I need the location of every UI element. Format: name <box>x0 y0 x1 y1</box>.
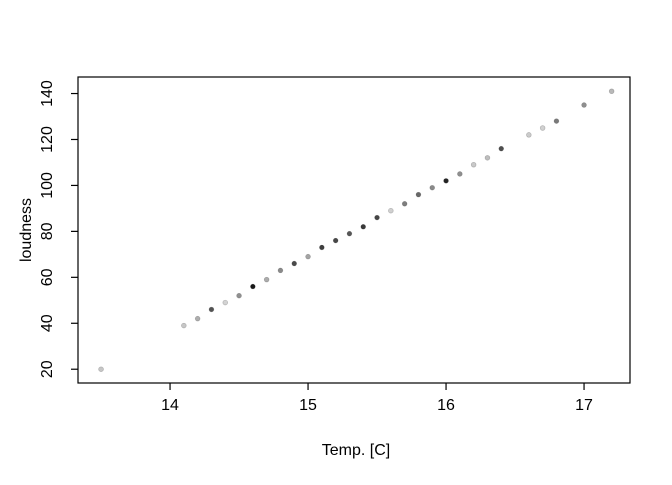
data-point <box>401 201 408 207</box>
data-point <box>443 178 449 184</box>
data-point <box>222 299 228 306</box>
data-point <box>484 155 491 161</box>
x-axis-ticks: 14 15 16 17 <box>161 383 593 414</box>
y-tick-label: 120 <box>39 126 56 153</box>
y-tick-label: 100 <box>39 172 56 199</box>
data-point <box>388 207 394 214</box>
data-point <box>208 306 215 313</box>
x-tick-label: 14 <box>161 397 179 414</box>
data-point <box>415 191 422 198</box>
y-tick-label: 20 <box>39 360 56 378</box>
y-axis-label: loudness <box>18 198 35 262</box>
data-point <box>291 260 297 267</box>
y-tick-label: 140 <box>39 80 56 107</box>
data-point <box>319 244 325 251</box>
data-point <box>236 292 242 299</box>
data-point <box>553 118 560 124</box>
data-points <box>98 88 615 372</box>
data-point <box>581 102 587 108</box>
data-point <box>374 214 380 221</box>
x-axis-label: Temp. [C] <box>322 442 390 459</box>
data-point <box>498 145 504 152</box>
data-point <box>98 366 104 372</box>
y-tick-label: 60 <box>39 268 56 286</box>
data-point <box>305 253 311 260</box>
data-point <box>470 162 477 168</box>
data-point <box>263 276 270 283</box>
data-point <box>526 132 532 138</box>
data-point <box>181 322 187 329</box>
data-point <box>250 283 256 290</box>
data-point <box>608 88 615 94</box>
data-point <box>346 230 353 237</box>
data-point <box>457 171 463 177</box>
y-tick-label: 80 <box>39 222 56 240</box>
data-point <box>360 224 366 230</box>
x-tick-label: 17 <box>575 397 593 414</box>
plot-box <box>77 76 631 384</box>
data-point <box>194 315 201 322</box>
data-point <box>277 267 284 274</box>
y-tick-label: 40 <box>39 314 56 332</box>
data-point <box>539 125 546 131</box>
x-tick-label: 16 <box>437 397 455 414</box>
data-point <box>332 237 339 244</box>
y-axis-ticks: 20 40 60 80 100 120 140 <box>39 80 78 378</box>
x-tick-label: 15 <box>299 397 317 414</box>
data-point <box>429 184 435 191</box>
